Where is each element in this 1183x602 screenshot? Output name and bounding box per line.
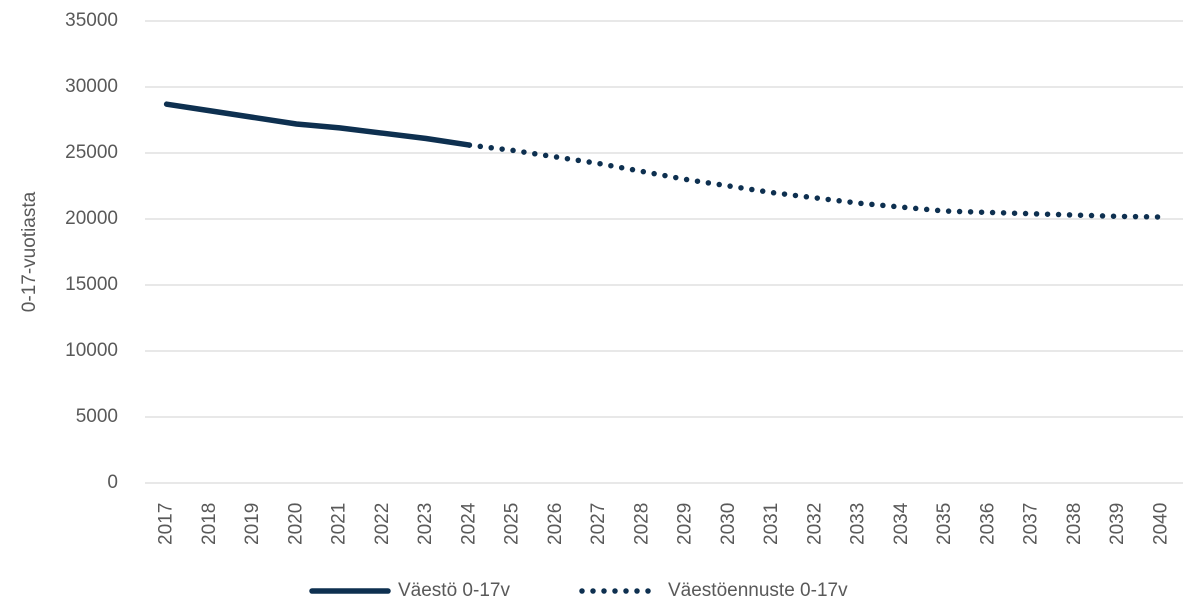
y-tick-label: 30000 [65,76,118,97]
y-tick-label: 0 [107,472,118,493]
x-tick-label: 2036 [977,503,998,545]
x-tick-label: 2031 [761,503,782,545]
x-tick-label: 2021 [329,503,350,545]
x-tick-label: 2029 [675,503,696,545]
x-tick-label: 2040 [1150,503,1171,545]
x-tick-label: 2024 [458,502,479,545]
x-tick-label: 2017 [156,503,177,545]
series-line [466,142,1165,220]
x-tick-label: 2020 [285,503,306,545]
x-tick-label: 2028 [631,503,652,545]
x-tick-label: 2018 [199,503,220,545]
legend-label: Väestö 0-17v [398,580,510,601]
x-tick-label: 2025 [502,503,523,545]
x-tick-label: 2032 [804,503,825,545]
x-tick-label: 2034 [891,502,912,545]
x-tick-label: 2033 [848,503,869,545]
x-tick-label: 2037 [1021,503,1042,545]
y-tick-label: 20000 [65,208,118,229]
x-tick-label: 2030 [718,503,739,545]
y-axis-label: 0-17-vuotiasta [19,191,40,312]
x-tick-label: 2023 [415,503,436,545]
y-tick-label: 35000 [65,10,118,31]
x-tick-label: 2035 [934,503,955,545]
x-tick-label: 2038 [1064,503,1085,545]
legend-label: Väestöennuste 0-17v [668,580,848,601]
x-tick-label: 2027 [588,503,609,545]
x-tick-label: 2019 [242,503,263,545]
y-tick-label: 5000 [76,406,118,427]
x-tick-label: 2022 [372,503,393,545]
y-tick-label: 25000 [65,142,118,163]
y-tick-label: 15000 [65,274,118,295]
y-tick-label: 10000 [65,340,118,361]
x-tick-label: 2039 [1107,503,1128,545]
x-tick-label: 2026 [545,503,566,545]
series-line [163,101,473,148]
